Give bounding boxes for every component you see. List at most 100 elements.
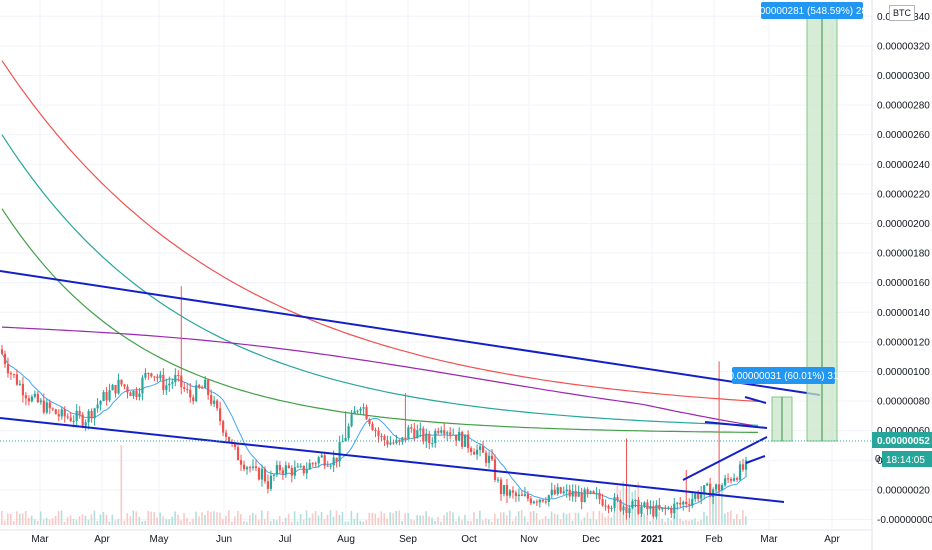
candle-body	[132, 390, 135, 396]
volume-bar	[183, 512, 185, 525]
candle-body	[622, 506, 625, 511]
candle-body	[694, 493, 697, 499]
candle-body	[227, 436, 231, 443]
volume-bar	[90, 514, 93, 525]
candle-body	[63, 409, 66, 417]
volume-bar	[290, 521, 293, 525]
volume-bar	[219, 512, 221, 525]
volume-bar	[368, 512, 371, 525]
candle-body	[413, 428, 416, 439]
volume-bar	[105, 514, 108, 525]
candle-body	[383, 436, 386, 441]
candle-body	[428, 433, 431, 444]
volume-bar	[697, 521, 699, 525]
volume-bar	[72, 519, 75, 525]
volume-bar	[99, 514, 102, 525]
candle-body	[254, 466, 258, 469]
candle-body	[90, 411, 93, 419]
candle-body	[553, 489, 556, 495]
volume-bar	[362, 521, 365, 525]
volume-bar	[296, 521, 299, 525]
current-price-badge: 0.00000052	[877, 436, 930, 447]
volume-bar	[329, 510, 332, 525]
time-label: Mar	[760, 534, 778, 545]
candle-body	[368, 419, 371, 424]
volume-bar	[117, 518, 120, 525]
time-scale[interactable]: Mar Apr May Jun Jul Aug Sep Oct Nov Dec 2021 Feb Mar…	[0, 529, 872, 545]
candle-body	[559, 487, 562, 494]
volume-bar	[613, 512, 616, 525]
candle-body	[484, 452, 488, 463]
volume-bar	[153, 512, 155, 525]
ma-green-line	[1, 208, 758, 433]
candle-body	[455, 434, 458, 441]
candle-body	[57, 414, 60, 417]
volume-bar	[1, 511, 3, 525]
candle-body	[42, 400, 45, 413]
volume-bar	[568, 513, 571, 525]
candle-body	[682, 501, 685, 505]
volume-bar	[494, 513, 496, 525]
volume-bar	[302, 519, 305, 525]
candle-body	[446, 432, 449, 434]
price-label: 0.00000180	[877, 249, 930, 260]
volume-bar	[482, 520, 484, 525]
volume-bar	[33, 519, 36, 525]
volume-bar	[736, 514, 738, 525]
trend-drawings[interactable]	[0, 7, 872, 503]
volume-bar	[27, 517, 30, 525]
volume-bar	[398, 510, 400, 525]
volume-bar	[249, 515, 251, 525]
volume-bar	[299, 513, 302, 525]
volume-bar	[246, 521, 248, 525]
currency-label[interactable]: BTC	[889, 5, 915, 21]
volume-bar	[192, 518, 194, 525]
candle-body	[562, 491, 565, 494]
volume-bar	[670, 520, 672, 525]
volume-bar	[234, 516, 236, 525]
candle-body	[233, 442, 237, 448]
volume-bar	[694, 518, 696, 525]
volume-bar	[275, 520, 278, 525]
candle-body	[377, 431, 380, 436]
volume-bar	[431, 517, 433, 525]
volume-bar	[667, 517, 669, 525]
volume-bar	[649, 521, 651, 525]
candle-body	[458, 432, 461, 441]
volume-bar	[517, 511, 520, 525]
volume-bar	[691, 519, 693, 525]
countdown-badge: 18:14:05	[886, 455, 925, 466]
volume-bar	[404, 513, 406, 525]
candle-body	[329, 465, 332, 467]
candle-body	[242, 464, 246, 470]
volume-bars	[1, 445, 747, 525]
volume-bar	[78, 516, 81, 525]
volume-bar	[156, 517, 158, 525]
volume-bar	[287, 513, 290, 525]
volume-bar	[108, 521, 111, 525]
candle-body	[389, 442, 392, 445]
channel-lower-line	[0, 417, 785, 503]
volume-bar	[111, 514, 114, 525]
volume-bar	[589, 518, 592, 525]
volume-bar	[443, 515, 445, 525]
volume-bar	[240, 514, 242, 525]
volume-bar	[634, 489, 637, 525]
volume-bar	[341, 511, 344, 525]
partial-price-label: 0.	[875, 454, 883, 465]
candle-body	[646, 502, 649, 510]
candle-body	[729, 478, 733, 481]
volume-bar	[311, 513, 314, 525]
price-scale[interactable]: 0.000003400.000003200.000003000.00000280…	[871, 0, 932, 550]
volume-bar	[598, 510, 601, 525]
volume-bar	[467, 520, 469, 525]
candle-body	[105, 392, 108, 401]
price-label: 0.00000240	[877, 160, 930, 171]
volume-bar	[652, 518, 654, 525]
volume-bar	[198, 516, 200, 525]
volume-bar	[216, 512, 218, 525]
volume-bar	[646, 514, 648, 525]
candle-body	[353, 411, 356, 415]
volume-bar	[550, 511, 553, 525]
